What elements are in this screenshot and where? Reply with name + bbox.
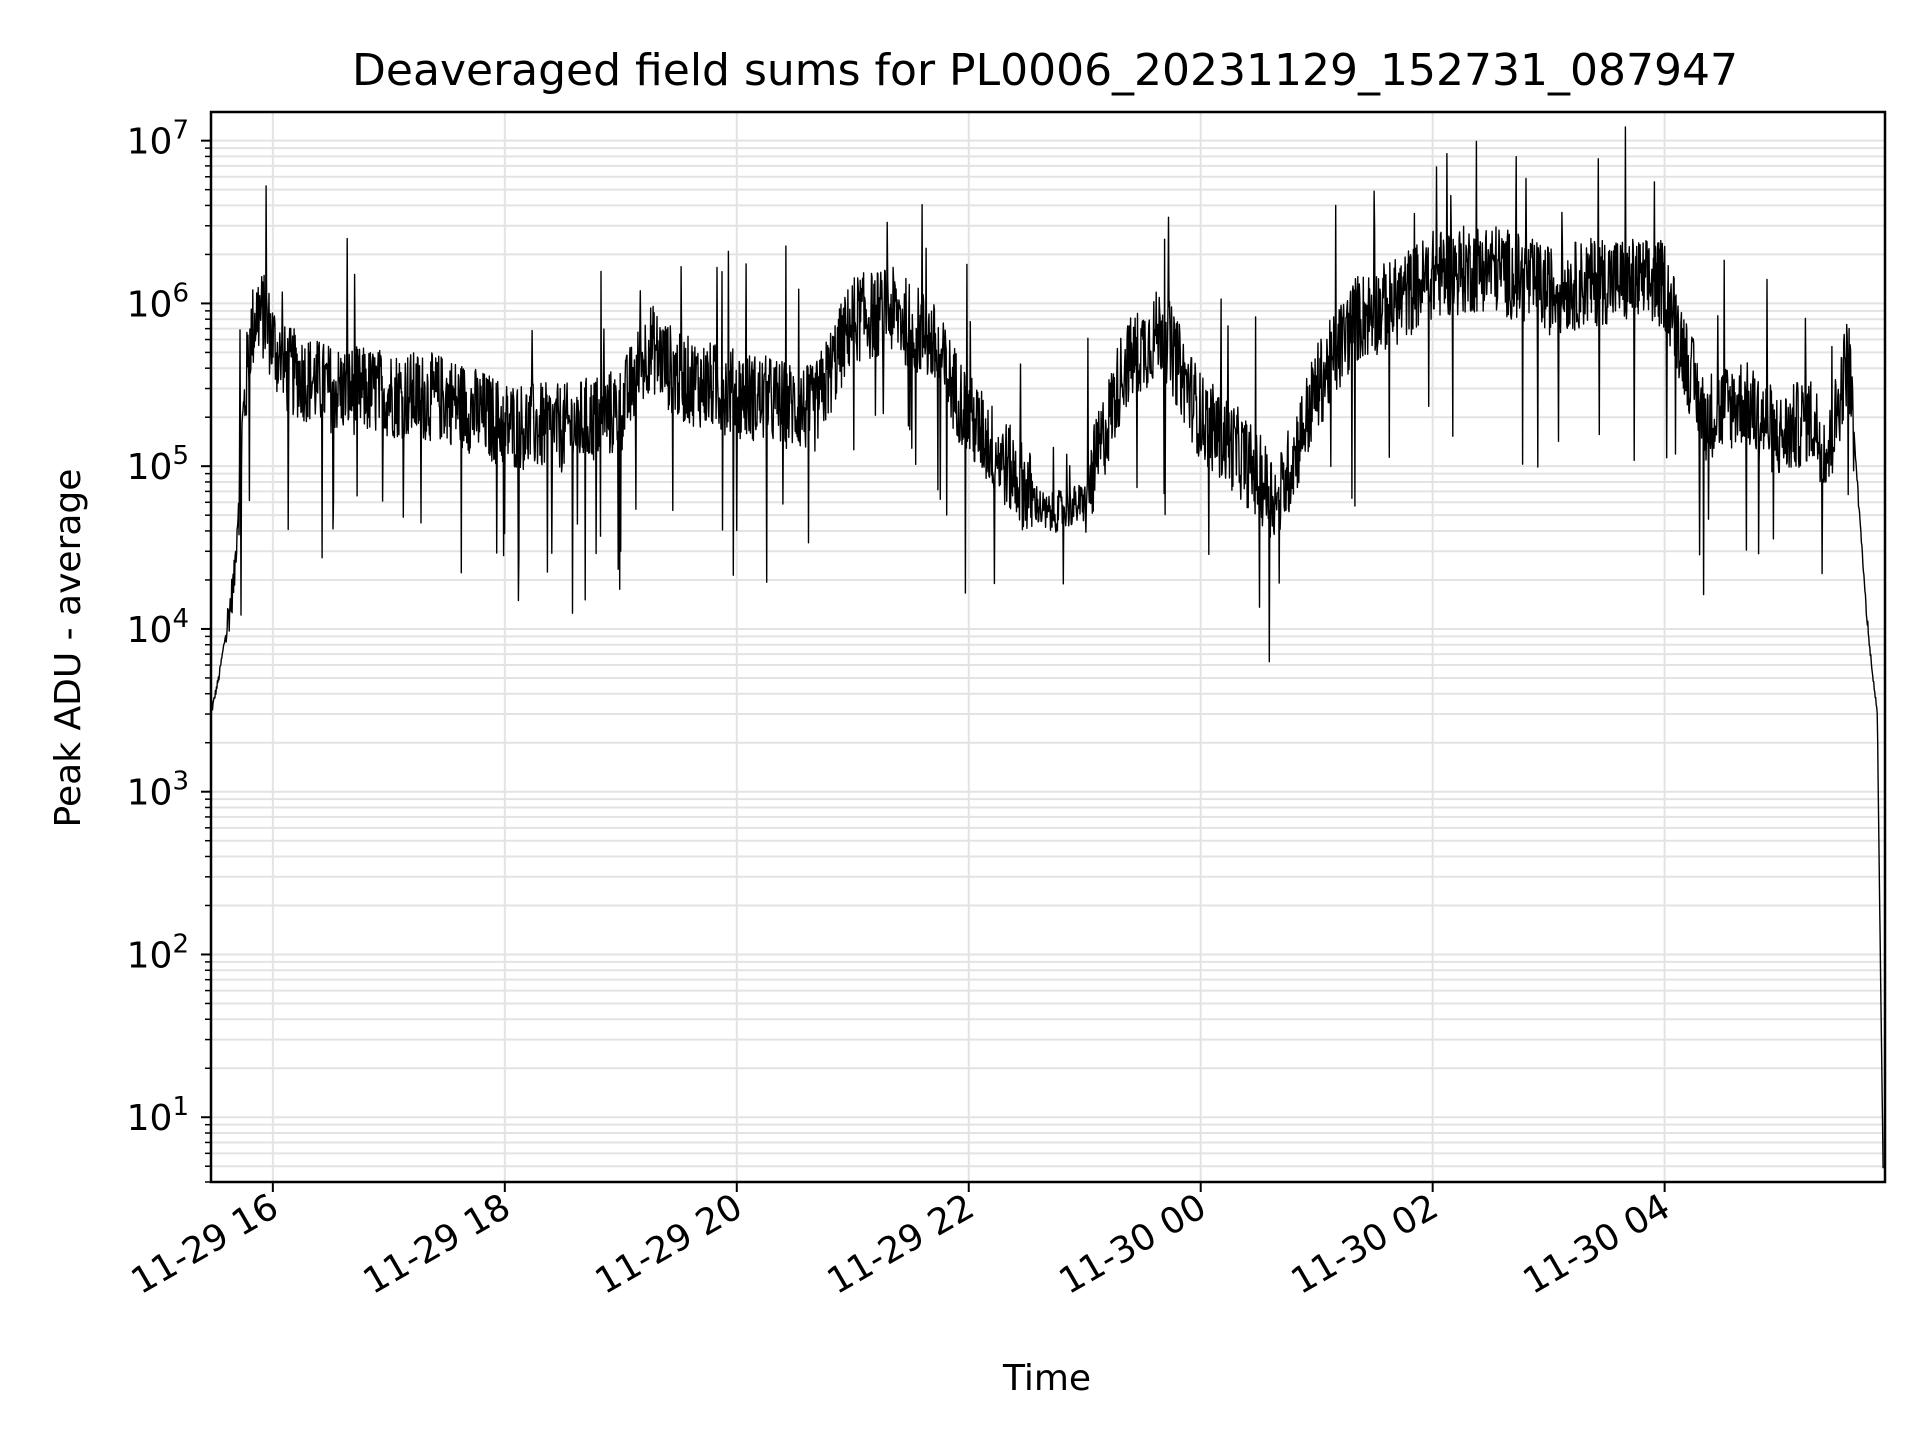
plot-frame xyxy=(209,110,1887,1184)
y-tick-label: 107 xyxy=(127,116,189,163)
y-tick-label: 101 xyxy=(127,1092,189,1139)
y-tick-label: 102 xyxy=(127,929,189,976)
y-tick-label: 106 xyxy=(127,278,189,325)
x-tick-label: 11-29 20 xyxy=(589,1186,750,1302)
y-axis-label: Peak ADU - average xyxy=(48,469,89,828)
x-tick-label: 11-29 16 xyxy=(125,1186,286,1302)
chart-title: Deaveraged field sums for PL0006_2023112… xyxy=(352,45,1738,96)
y-tick-label: 104 xyxy=(127,604,189,651)
x-tick-label: 11-29 22 xyxy=(821,1186,982,1302)
series-line xyxy=(210,126,1884,1169)
x-axis: 11-29 16 11-29 18 11-29 20 11-29 22 11-30 00… xyxy=(125,1182,1677,1303)
y-tick-label: 103 xyxy=(127,767,189,814)
grid-lines xyxy=(211,112,1885,1183)
y-axis: 101 102 103 104 105 106 107 xyxy=(127,116,211,1183)
x-tick-label: 11-30 04 xyxy=(1516,1186,1677,1302)
x-axis-label: Time xyxy=(1002,1358,1091,1399)
x-tick-label: 11-30 02 xyxy=(1284,1186,1445,1302)
x-tick-label: 11-29 18 xyxy=(357,1186,518,1302)
series-layer xyxy=(210,126,1884,1169)
y-tick-label: 105 xyxy=(127,441,189,488)
x-tick-label: 11-30 00 xyxy=(1053,1186,1214,1302)
